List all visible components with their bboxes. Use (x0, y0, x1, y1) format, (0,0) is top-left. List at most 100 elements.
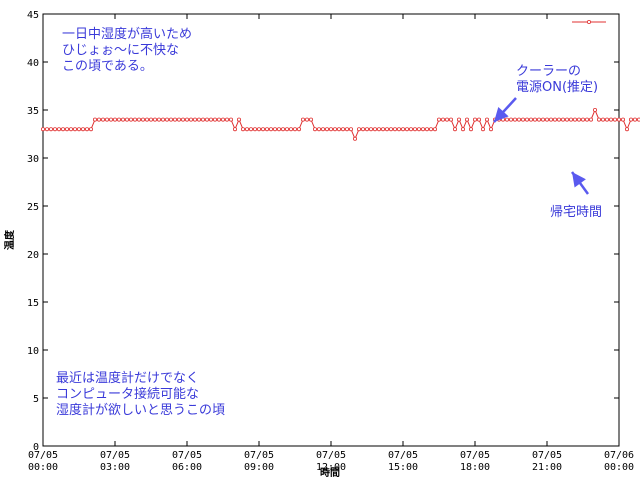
x-tick-date: 07/05 (388, 450, 418, 461)
y-axis-label: 温度 (3, 229, 16, 250)
legend (572, 19, 606, 24)
data-point (348, 127, 353, 132)
data-point (89, 127, 94, 132)
data-point (456, 117, 461, 122)
y-tick-label: 40 (27, 58, 39, 69)
data-point (296, 127, 301, 132)
data-point (105, 117, 110, 122)
data-point (380, 127, 385, 132)
data-point (440, 117, 445, 122)
annotation-line: 最近は温度計だけでなく (56, 370, 199, 386)
data-point (53, 127, 58, 132)
data-point (324, 127, 329, 132)
data-point (260, 127, 265, 132)
data-point (180, 117, 185, 122)
data-point (573, 117, 578, 122)
data-point (188, 117, 193, 122)
data-point (200, 117, 205, 122)
data-point (581, 117, 586, 122)
annotation-line: 湿度計が欲しいと思うこの頃 (56, 402, 225, 418)
annotation-line: 帰宅時間 (550, 204, 602, 220)
data-point (304, 117, 309, 122)
data-point (172, 117, 177, 122)
data-point (117, 117, 122, 122)
x-tick-time: 09:00 (244, 462, 274, 473)
arrow-return-home (570, 171, 590, 195)
x-tick-time: 00:00 (28, 462, 58, 473)
data-point (472, 117, 477, 122)
data-point (264, 127, 269, 132)
y-tick-labels: 0 5 10 15 20 25 30 35 40 45 (27, 10, 39, 453)
annotation-line: コンピュータ接続可能な (56, 386, 199, 402)
data-point (529, 117, 534, 122)
data-point (553, 117, 558, 122)
data-point (65, 127, 70, 132)
data-point (605, 117, 610, 122)
data-point (352, 136, 357, 141)
data-point (77, 127, 82, 132)
y-tick-label: 20 (27, 250, 39, 261)
data-point (549, 117, 554, 122)
x-tick-date: 07/05 (244, 450, 274, 461)
data-point (288, 127, 293, 132)
data-point (49, 127, 54, 132)
data-point (396, 127, 401, 132)
data-point (372, 127, 377, 132)
x-tick-time: 00:00 (604, 462, 634, 473)
data-point (420, 127, 425, 132)
data-point (340, 127, 345, 132)
series-layer (41, 108, 640, 141)
data-point (256, 127, 261, 132)
x-tick-date: 07/05 (100, 450, 130, 461)
data-point (585, 117, 590, 122)
data-point (484, 117, 489, 122)
data-point (252, 127, 257, 132)
data-point (284, 127, 289, 132)
data-point (176, 117, 181, 122)
data-point (589, 117, 594, 122)
data-point (41, 127, 46, 132)
data-point (412, 127, 417, 132)
data-point (508, 117, 513, 122)
data-point (565, 117, 570, 122)
data-point (392, 127, 397, 132)
data-point (513, 117, 518, 122)
data-point (609, 117, 614, 122)
data-point (416, 127, 421, 132)
data-point (436, 117, 441, 122)
data-point (561, 117, 566, 122)
data-point (144, 117, 149, 122)
data-point (621, 117, 626, 122)
x-tick-time: 15:00 (388, 462, 418, 473)
data-point (336, 127, 341, 132)
data-point (432, 127, 437, 132)
data-point (360, 127, 365, 132)
data-point (228, 117, 233, 122)
x-tick-time: 18:00 (460, 462, 490, 473)
data-point (400, 127, 405, 132)
data-point (208, 117, 213, 122)
data-point (152, 117, 157, 122)
data-point (240, 127, 245, 132)
data-point (45, 127, 50, 132)
data-point (460, 127, 465, 132)
data-point (109, 117, 114, 122)
x-tick-time: 03:00 (100, 462, 130, 473)
data-point (541, 117, 546, 122)
annotation-3: 帰宅時間 (550, 204, 602, 220)
data-point (140, 117, 145, 122)
data-point (61, 127, 66, 132)
data-point (85, 127, 90, 132)
data-point (328, 127, 333, 132)
data-point (316, 127, 321, 132)
data-point (468, 127, 473, 132)
y-tick-label: 30 (27, 154, 39, 165)
data-point (629, 117, 634, 122)
data-point (69, 127, 74, 132)
x-tick-time: 21:00 (532, 462, 562, 473)
data-point (464, 117, 469, 122)
